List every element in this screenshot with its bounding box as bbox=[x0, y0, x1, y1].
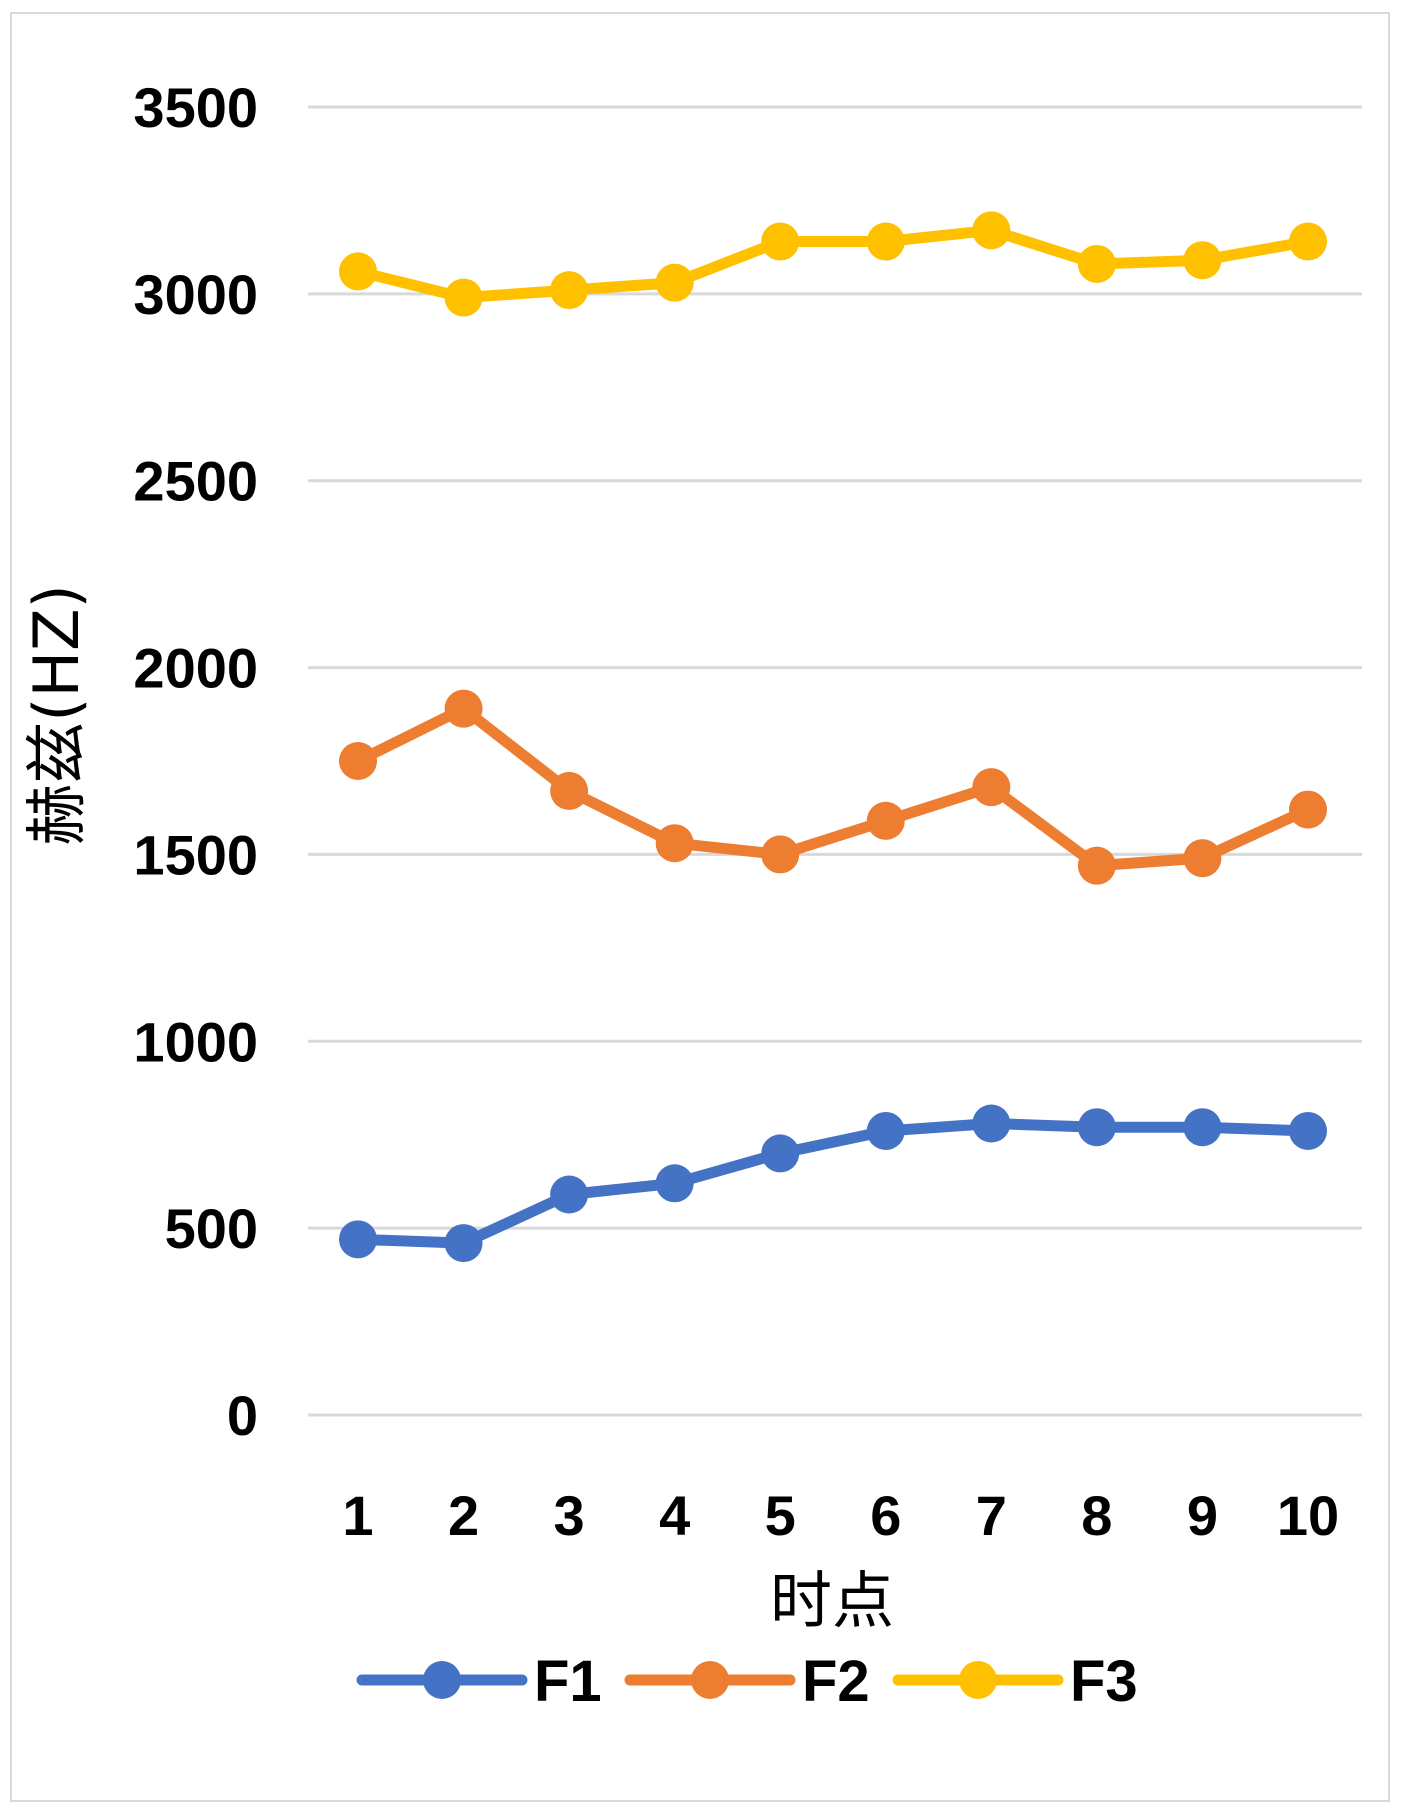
data-point-f1 bbox=[761, 1134, 800, 1173]
legend-item-f2: F2 bbox=[624, 1649, 870, 1714]
y-tick-label: 3000 bbox=[133, 263, 258, 326]
y-tick-label: 2000 bbox=[133, 637, 258, 700]
data-point-f3 bbox=[1077, 244, 1116, 283]
legend-label: F3 bbox=[1070, 1649, 1138, 1714]
data-point-f1 bbox=[1289, 1111, 1327, 1150]
data-point-f3 bbox=[761, 222, 800, 261]
legend-label: F2 bbox=[802, 1649, 870, 1714]
legend-item-f3: F3 bbox=[892, 1649, 1138, 1714]
data-point-f3 bbox=[1183, 241, 1222, 280]
x-axis-ticks: 1 2 3 4 5 6 7 8 9 10 bbox=[342, 1484, 1339, 1547]
x-tick-label: 8 bbox=[1081, 1484, 1112, 1547]
data-point-f1 bbox=[1077, 1108, 1116, 1147]
y-axis-label: 赫兹(HZ) bbox=[20, 584, 93, 845]
data-point-f2 bbox=[972, 768, 1011, 807]
y-tick-label: 0 bbox=[227, 1384, 258, 1447]
x-tick-label: 4 bbox=[659, 1484, 690, 1547]
legend-label: F1 bbox=[534, 1649, 602, 1714]
data-point-f1 bbox=[550, 1175, 589, 1214]
series-line-f1 bbox=[352, 1118, 1314, 1249]
data-point-f1 bbox=[655, 1164, 694, 1203]
legend-marker bbox=[959, 1661, 997, 1699]
y-tick-label: 2500 bbox=[133, 450, 258, 513]
data-point-f1 bbox=[866, 1111, 905, 1150]
data-point-f3 bbox=[550, 271, 589, 310]
legend-item-f1: F1 bbox=[356, 1649, 602, 1714]
x-tick-label: 9 bbox=[1187, 1484, 1218, 1547]
chart-frame bbox=[10, 12, 1390, 1802]
series-group bbox=[339, 211, 1327, 1263]
y-tick-label: 1500 bbox=[133, 823, 258, 886]
data-point-f2 bbox=[761, 835, 800, 874]
data-point-f3 bbox=[866, 222, 905, 261]
data-point-f3 bbox=[444, 278, 483, 317]
data-point-f3 bbox=[972, 211, 1011, 250]
x-tick-label: 2 bbox=[448, 1484, 479, 1547]
data-point-f2 bbox=[866, 801, 905, 840]
x-tick-label: 6 bbox=[870, 1484, 901, 1547]
series-f1 bbox=[339, 1104, 1327, 1263]
y-tick-label: 1000 bbox=[133, 1010, 258, 1073]
data-point-f2 bbox=[1077, 846, 1116, 885]
data-point-f3 bbox=[655, 263, 694, 302]
series-f2 bbox=[339, 689, 1327, 885]
data-point-f3 bbox=[339, 252, 377, 291]
data-point-f1 bbox=[1183, 1108, 1222, 1147]
x-tick-label: 3 bbox=[554, 1484, 585, 1547]
x-tick-label: 1 bbox=[342, 1484, 373, 1547]
data-point-f2 bbox=[339, 742, 377, 780]
data-point-f2 bbox=[444, 689, 483, 728]
x-tick-label: 10 bbox=[1277, 1484, 1339, 1547]
data-point-f3 bbox=[1289, 222, 1327, 261]
series-line-f3 bbox=[352, 224, 1314, 304]
data-point-f2 bbox=[1289, 790, 1327, 829]
legend-marker bbox=[691, 1661, 729, 1699]
data-point-f1 bbox=[339, 1220, 377, 1259]
legend: F1 F2 F3 bbox=[356, 1649, 1138, 1714]
x-tick-label: 7 bbox=[976, 1484, 1007, 1547]
data-point-f1 bbox=[444, 1224, 483, 1263]
x-axis-label: 时点 bbox=[770, 1564, 894, 1637]
y-axis-ticks: 0 500 1000 1500 2000 2500 3000 3500 bbox=[133, 76, 258, 1447]
y-tick-label: 3500 bbox=[133, 76, 258, 139]
y-tick-label: 500 bbox=[165, 1197, 258, 1260]
legend-marker bbox=[423, 1661, 461, 1699]
data-point-f2 bbox=[1183, 839, 1222, 878]
x-tick-label: 5 bbox=[765, 1484, 796, 1547]
series-line-f2 bbox=[352, 703, 1314, 872]
data-point-f2 bbox=[550, 771, 589, 810]
data-point-f1 bbox=[972, 1104, 1011, 1143]
series-f3 bbox=[339, 211, 1327, 317]
data-point-f2 bbox=[655, 824, 694, 863]
